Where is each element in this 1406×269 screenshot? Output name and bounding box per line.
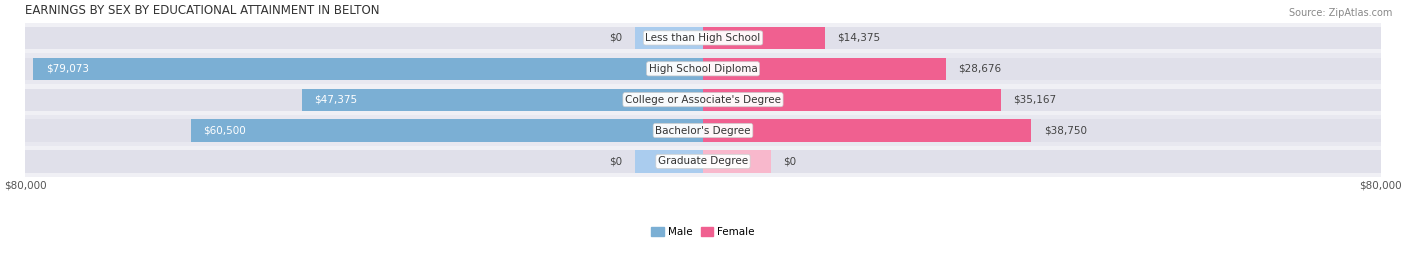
Text: Bachelor's Degree: Bachelor's Degree: [655, 126, 751, 136]
Bar: [636, 27, 703, 49]
Text: $0: $0: [609, 33, 623, 43]
Bar: [703, 150, 770, 172]
Text: $79,073: $79,073: [46, 64, 89, 74]
Bar: [703, 119, 1031, 142]
Text: $0: $0: [609, 156, 623, 167]
Text: $60,500: $60,500: [204, 126, 246, 136]
Text: College or Associate's Degree: College or Associate's Degree: [626, 95, 780, 105]
Text: High School Diploma: High School Diploma: [648, 64, 758, 74]
Bar: [25, 115, 1381, 146]
Text: $38,750: $38,750: [1043, 126, 1087, 136]
Bar: [25, 84, 1381, 115]
Bar: [25, 89, 703, 111]
Text: Less than High School: Less than High School: [645, 33, 761, 43]
Text: Source: ZipAtlas.com: Source: ZipAtlas.com: [1288, 8, 1392, 18]
Bar: [703, 58, 946, 80]
Bar: [25, 27, 703, 49]
Bar: [25, 23, 1381, 53]
Legend: Male, Female: Male, Female: [647, 223, 759, 241]
Bar: [302, 89, 703, 111]
Text: $28,676: $28,676: [959, 64, 1001, 74]
Bar: [703, 89, 1381, 111]
Text: $47,375: $47,375: [315, 95, 357, 105]
Bar: [703, 89, 1001, 111]
Bar: [636, 150, 703, 172]
Bar: [25, 150, 703, 172]
Text: EARNINGS BY SEX BY EDUCATIONAL ATTAINMENT IN BELTON: EARNINGS BY SEX BY EDUCATIONAL ATTAINMEN…: [25, 4, 380, 17]
Bar: [25, 119, 703, 142]
Text: Graduate Degree: Graduate Degree: [658, 156, 748, 167]
Bar: [191, 119, 703, 142]
Text: $0: $0: [783, 156, 797, 167]
Bar: [703, 58, 1381, 80]
Text: $14,375: $14,375: [838, 33, 880, 43]
Bar: [25, 58, 703, 80]
Bar: [25, 146, 1381, 177]
Bar: [25, 53, 1381, 84]
Bar: [703, 27, 1381, 49]
Bar: [703, 119, 1381, 142]
Bar: [703, 27, 825, 49]
Bar: [34, 58, 703, 80]
Bar: [703, 150, 1381, 172]
Text: $35,167: $35,167: [1014, 95, 1057, 105]
